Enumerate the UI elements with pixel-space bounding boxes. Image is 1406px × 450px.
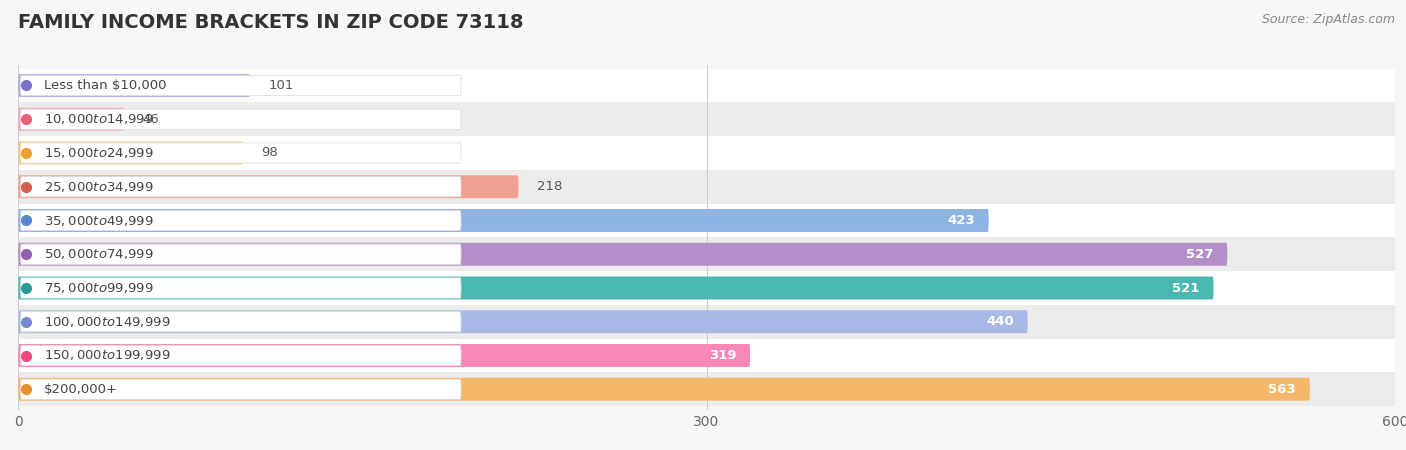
FancyBboxPatch shape (18, 108, 124, 130)
Text: 440: 440 (986, 315, 1014, 328)
Text: 46: 46 (142, 113, 159, 126)
Text: 218: 218 (537, 180, 562, 193)
Bar (0, 102, 1406, 136)
FancyBboxPatch shape (21, 210, 461, 230)
Text: $150,000 to $199,999: $150,000 to $199,999 (44, 348, 170, 363)
Text: 319: 319 (709, 349, 737, 362)
FancyBboxPatch shape (18, 74, 250, 97)
FancyBboxPatch shape (21, 176, 461, 197)
Text: $35,000 to $49,999: $35,000 to $49,999 (44, 213, 153, 228)
FancyBboxPatch shape (18, 276, 1213, 300)
FancyBboxPatch shape (18, 378, 1310, 401)
Text: 101: 101 (269, 79, 294, 92)
FancyBboxPatch shape (18, 243, 1227, 266)
Text: $200,000+: $200,000+ (44, 383, 118, 396)
Text: $10,000 to $14,999: $10,000 to $14,999 (44, 112, 153, 126)
FancyBboxPatch shape (18, 209, 988, 232)
Text: FAMILY INCOME BRACKETS IN ZIP CODE 73118: FAMILY INCOME BRACKETS IN ZIP CODE 73118 (18, 14, 524, 32)
Text: 527: 527 (1187, 248, 1213, 261)
Text: $75,000 to $99,999: $75,000 to $99,999 (44, 281, 153, 295)
Bar (0, 68, 1406, 102)
Text: Less than $10,000: Less than $10,000 (44, 79, 167, 92)
Text: $25,000 to $34,999: $25,000 to $34,999 (44, 180, 153, 194)
Bar (0, 170, 1406, 203)
FancyBboxPatch shape (21, 379, 461, 400)
FancyBboxPatch shape (21, 244, 461, 265)
Text: Source: ZipAtlas.com: Source: ZipAtlas.com (1261, 14, 1395, 27)
Bar (0, 238, 1406, 271)
Bar (0, 338, 1406, 373)
FancyBboxPatch shape (18, 175, 519, 198)
FancyBboxPatch shape (18, 344, 751, 367)
Text: 521: 521 (1173, 282, 1199, 294)
Bar (0, 373, 1406, 406)
FancyBboxPatch shape (21, 346, 461, 365)
Bar (0, 203, 1406, 238)
FancyBboxPatch shape (18, 141, 243, 164)
Text: $100,000 to $149,999: $100,000 to $149,999 (44, 315, 170, 329)
Bar (0, 136, 1406, 170)
FancyBboxPatch shape (18, 310, 1028, 333)
FancyBboxPatch shape (21, 278, 461, 298)
Text: $15,000 to $24,999: $15,000 to $24,999 (44, 146, 153, 160)
Bar (0, 271, 1406, 305)
FancyBboxPatch shape (21, 311, 461, 332)
FancyBboxPatch shape (21, 109, 461, 129)
Bar (0, 305, 1406, 338)
Text: 98: 98 (262, 147, 278, 159)
FancyBboxPatch shape (21, 143, 461, 163)
Text: 563: 563 (1268, 383, 1296, 396)
Text: 423: 423 (948, 214, 974, 227)
Text: $50,000 to $74,999: $50,000 to $74,999 (44, 247, 153, 261)
FancyBboxPatch shape (21, 75, 461, 95)
